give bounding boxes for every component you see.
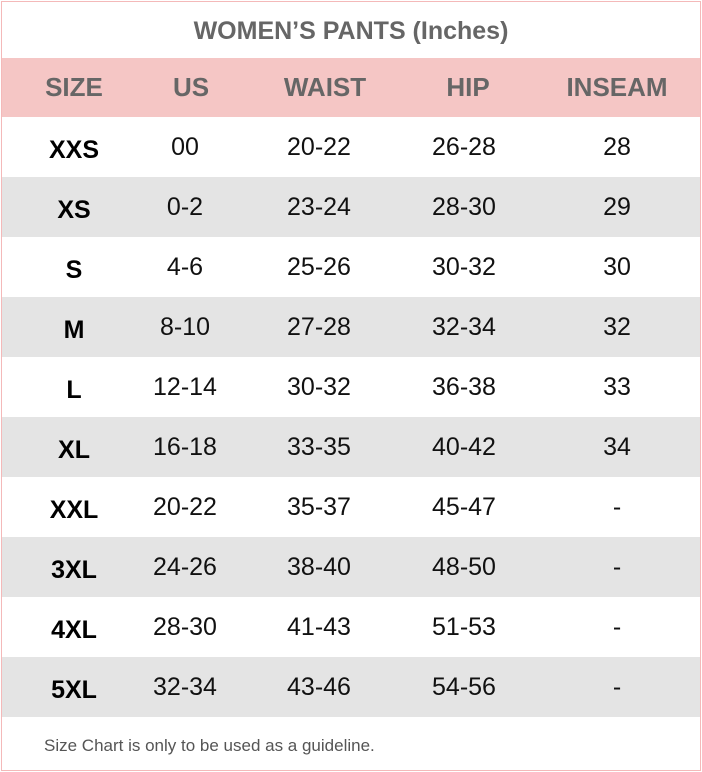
- cell-us: 24-26: [153, 553, 217, 581]
- cell-waist: 33-35: [287, 433, 351, 461]
- cell-inseam: 30: [603, 253, 631, 281]
- table-row: L 12-14 30-32 36-38 33: [2, 357, 700, 417]
- cell-us: 12-14: [153, 373, 217, 401]
- cell-us: 00: [171, 133, 199, 161]
- header-hip: HIP: [446, 72, 490, 102]
- cell-waist: 20-22: [287, 133, 351, 161]
- cell-size: 3XL: [51, 556, 97, 584]
- header-waist: WAIST: [283, 72, 367, 102]
- header-us: US: [172, 72, 210, 102]
- cell-waist: 41-43: [287, 613, 351, 641]
- cell-waist: 35-37: [287, 493, 351, 521]
- table-row: 5XL 32-34 43-46 54-56 -: [2, 657, 700, 717]
- cell-us: 0-2: [166, 193, 204, 221]
- cell-inseam: 34: [603, 433, 631, 461]
- cell-inseam: 29: [603, 193, 631, 221]
- cell-hip: 32-34: [432, 313, 496, 341]
- cell-hip: 40-42: [432, 433, 496, 461]
- cell-size: S: [65, 256, 83, 284]
- cell-size: XS: [57, 196, 91, 224]
- cell-size: 5XL: [51, 676, 97, 704]
- cell-inseam: -: [612, 553, 622, 581]
- cell-inseam: -: [612, 613, 622, 641]
- cell-waist: 27-28: [287, 313, 351, 341]
- cell-hip: 30-32: [432, 253, 496, 281]
- cell-hip: 36-38: [432, 373, 496, 401]
- cell-us: 4-6: [166, 253, 204, 281]
- cell-waist: 25-26: [287, 253, 351, 281]
- cell-us: 28-30: [153, 613, 217, 641]
- cell-us: 20-22: [153, 493, 217, 521]
- table-row: S 4-6 25-26 30-32 30: [2, 237, 700, 297]
- cell-us: 32-34: [153, 673, 217, 701]
- chart-title: WOMEN’S PANTS (Inches): [193, 17, 509, 45]
- cell-us: 16-18: [153, 433, 217, 461]
- table-row: XL 16-18 33-35 40-42 34: [2, 417, 700, 477]
- cell-us: 8-10: [159, 313, 211, 341]
- cell-hip: 51-53: [432, 613, 496, 641]
- cell-inseam: -: [612, 673, 622, 701]
- header-size: SIZE: [45, 72, 103, 102]
- cell-inseam: 33: [603, 373, 631, 401]
- footnote: Size Chart is only to be used as a guide…: [44, 736, 375, 755]
- cell-inseam: 28: [603, 133, 631, 161]
- table-row: XXL 20-22 35-37 45-47 -: [2, 477, 700, 537]
- table-row: 3XL 24-26 38-40 48-50 -: [2, 537, 700, 597]
- cell-hip: 28-30: [432, 193, 496, 221]
- cell-hip: 45-47: [432, 493, 496, 521]
- cell-size: XXS: [48, 136, 100, 164]
- table-row: XXS 00 20-22 26-28 28: [2, 117, 700, 177]
- table-row: 4XL 28-30 41-43 51-53 -: [2, 597, 700, 657]
- header-inseam: INSEAM: [566, 72, 668, 102]
- table-row: M 8-10 27-28 32-34 32: [2, 297, 700, 357]
- cell-hip: 48-50: [432, 553, 496, 581]
- cell-size: M: [63, 316, 85, 344]
- cell-inseam: -: [612, 493, 622, 521]
- table-row: XS 0-2 23-24 28-30 29: [2, 177, 700, 237]
- cell-size: XL: [58, 436, 90, 464]
- cell-inseam: 32: [603, 313, 631, 341]
- cell-waist: 23-24: [287, 193, 351, 221]
- cell-hip: 26-28: [432, 133, 496, 161]
- cell-waist: 30-32: [287, 373, 351, 401]
- cell-size: L: [66, 376, 82, 404]
- cell-size: XXL: [49, 496, 99, 524]
- cell-waist: 43-46: [287, 673, 351, 701]
- cell-waist: 38-40: [287, 553, 351, 581]
- cell-hip: 54-56: [432, 673, 496, 701]
- table-header: SIZE US WAIST HIP INSEAM: [2, 58, 700, 117]
- cell-size: 4XL: [51, 616, 97, 644]
